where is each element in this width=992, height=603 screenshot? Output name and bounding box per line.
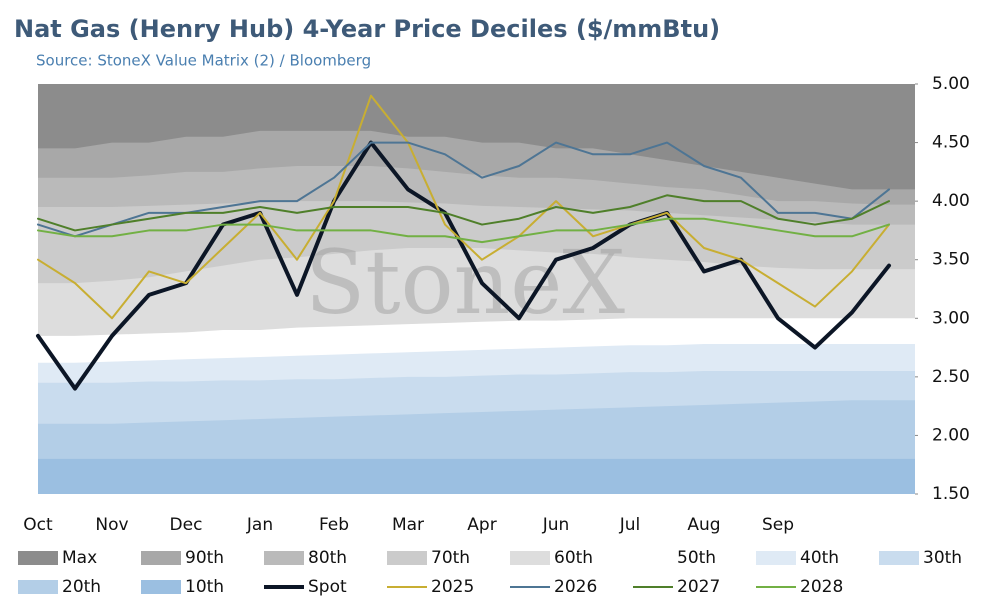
legend-swatch [510, 551, 550, 565]
legend-label: 90th [185, 548, 224, 568]
x-tick-label: Apr [467, 515, 496, 535]
legend-swatch [632, 550, 674, 566]
x-tick-label: Jun [542, 515, 570, 535]
legend-swatch [756, 551, 796, 565]
legend-label: 2025 [431, 577, 474, 597]
legend-label: 10th [185, 577, 224, 597]
legend-swatch [264, 551, 304, 565]
watermark: StoneX [305, 231, 625, 334]
decile-band [38, 458, 915, 494]
legend-swatch [18, 580, 58, 594]
y-tick-label: 1.50 [932, 484, 970, 504]
price-line [37, 194, 890, 232]
chart-subtitle: Source: StoneX Value Matrix (2) / Bloomb… [36, 52, 371, 70]
price-line [37, 217, 890, 244]
legend-swatch [387, 551, 427, 565]
x-tick-label: Sep [762, 515, 794, 535]
price-line [36, 140, 891, 391]
y-tick-label: 4.00 [932, 191, 970, 211]
x-tick-label: Jul [619, 515, 641, 535]
y-tick-label: 3.50 [932, 250, 970, 270]
legend-label: Spot [308, 577, 347, 597]
y-tick-label: 2.00 [932, 425, 970, 445]
price-line [37, 94, 890, 320]
legend-label: 60th [554, 548, 593, 568]
x-tick-label: Jan [246, 515, 273, 535]
legend-label: 50th [677, 548, 716, 568]
legend-label: 30th [923, 548, 962, 568]
legend-label: 70th [431, 548, 470, 568]
y-tick-label: 5.00 [932, 74, 970, 94]
legend-label: 2028 [800, 577, 843, 597]
legend-swatch [141, 580, 181, 594]
x-tick-label: Dec [170, 515, 203, 535]
legend-label: 80th [308, 548, 347, 568]
x-tick-label: Feb [319, 515, 349, 535]
legend-label: 40th [800, 548, 839, 568]
legend-swatch [141, 551, 181, 565]
y-tick-label: 2.50 [932, 367, 970, 387]
legend-label: 20th [62, 577, 101, 597]
x-tick-label: Nov [95, 515, 128, 535]
x-tick-label: Mar [392, 515, 424, 535]
y-tick-label: 3.00 [932, 308, 970, 328]
y-tick-label: 4.50 [932, 133, 970, 153]
x-tick-label: Aug [687, 515, 720, 535]
chart-title: Nat Gas (Henry Hub) 4-Year Price Deciles… [14, 15, 720, 43]
x-tick-label: Oct [23, 515, 53, 535]
legend-swatch [18, 551, 58, 565]
legend-swatch [879, 551, 919, 565]
legend-label: 2026 [554, 577, 597, 597]
legend-label: Max [62, 548, 97, 568]
legend-label: 2027 [677, 577, 720, 597]
